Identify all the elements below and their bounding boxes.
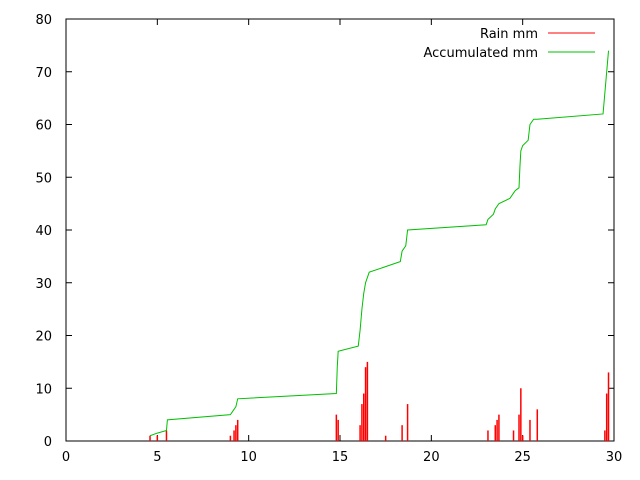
y-tick-label: 10 <box>35 382 52 397</box>
accumulated-line-group <box>149 50 610 437</box>
y-tick-label: 50 <box>35 171 52 186</box>
y-tick-label: 20 <box>35 330 52 345</box>
y-tick-label: 40 <box>35 224 52 239</box>
y-tick-label: 30 <box>35 277 52 292</box>
x-tick-label: 10 <box>240 450 257 465</box>
x-tick-label: 25 <box>514 450 531 465</box>
legend-label: Accumulated mm <box>424 46 539 61</box>
x-tick-label: 20 <box>423 450 440 465</box>
y-tick-label: 80 <box>35 13 52 28</box>
x-tick-label: 30 <box>606 450 623 465</box>
y-tick-label: 60 <box>35 119 52 134</box>
legend: Rain mm Accumulated mm <box>424 27 595 61</box>
y-tick-label: 0 <box>44 435 52 450</box>
rain-impulses <box>149 361 610 441</box>
legend-label: Rain mm <box>480 27 538 42</box>
x-tick-label: 0 <box>62 450 70 465</box>
x-tick-label: 5 <box>153 450 161 465</box>
axes: 0 5 10 15 20 25 30 0 10 20 30 40 50 60 70 80 <box>35 13 622 465</box>
plot-frame <box>65 18 615 442</box>
y-tick-label: 70 <box>35 66 52 81</box>
x-tick-label: 15 <box>332 450 349 465</box>
accumulated-line <box>149 50 610 437</box>
